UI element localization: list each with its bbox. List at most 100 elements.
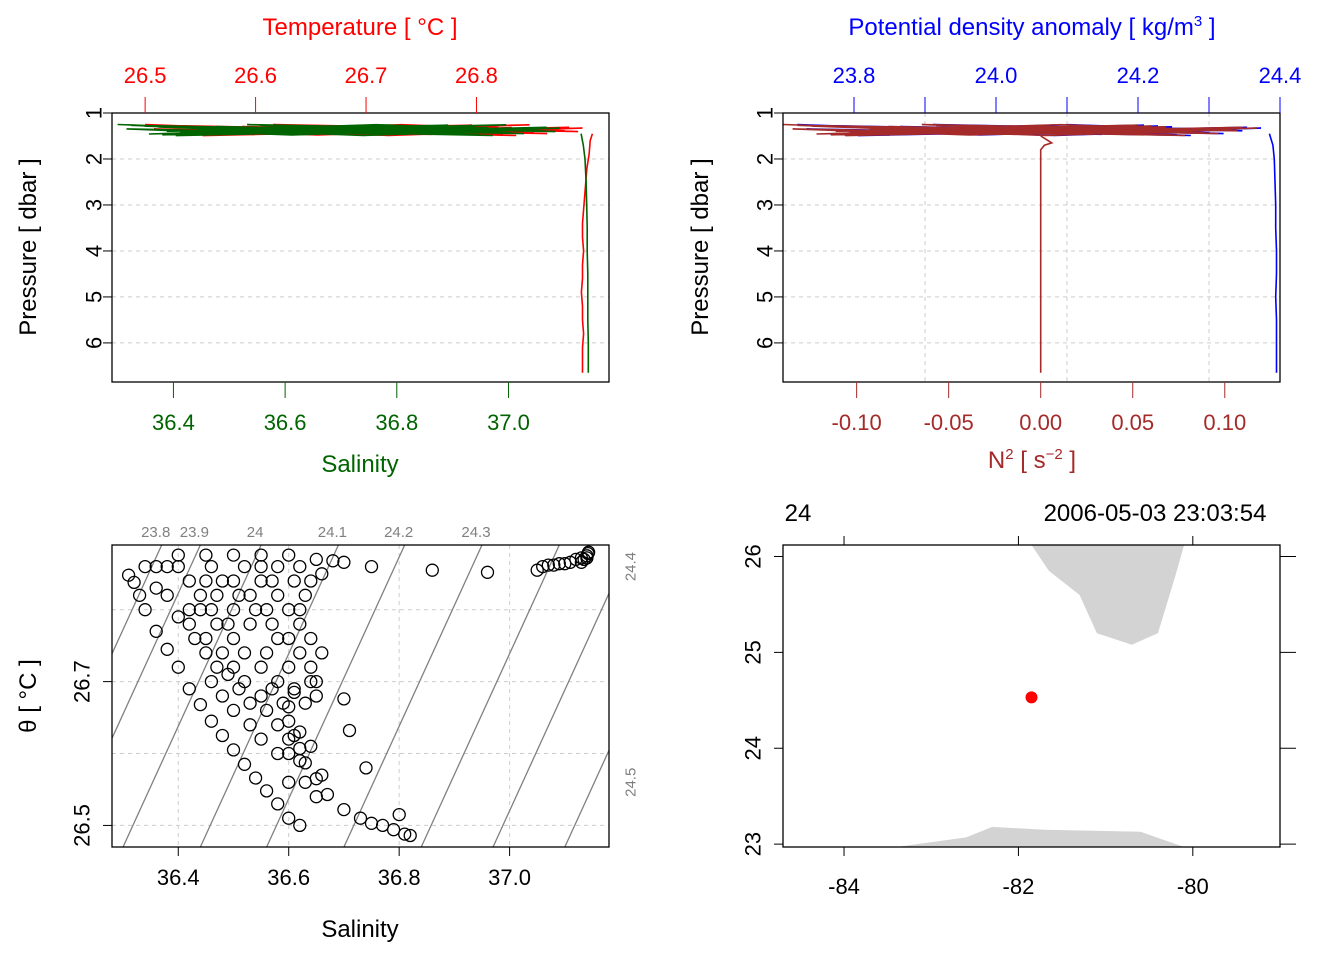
panel-temperature-salinity: 26.5 26.6 26.7 26.8 36.4 36.6 36.8 37.0 1 2 3 4 5 6… — [15, 14, 610, 478]
data-point — [282, 603, 296, 617]
data-point — [315, 646, 329, 660]
data-point — [210, 617, 224, 631]
tick-label: 26.5 — [124, 63, 167, 88]
data-point — [480, 565, 495, 579]
data-point — [149, 559, 163, 574]
data-point — [199, 646, 213, 660]
data-point — [580, 551, 594, 565]
profile-line — [580, 133, 590, 373]
tick-label: 24.2 — [1117, 63, 1160, 88]
tick-label: 23.8 — [833, 63, 876, 88]
tick-label: 0.00 — [1019, 410, 1062, 435]
data-point — [259, 703, 274, 718]
data-point — [171, 610, 185, 624]
data-point — [265, 682, 279, 696]
data-point — [182, 682, 196, 696]
top-ticks: 26.5 26.6 26.7 26.8 — [124, 63, 498, 113]
isopycnal-line — [420, 545, 560, 847]
data-point — [304, 739, 318, 753]
data-point — [182, 617, 196, 631]
tick-label: -80 — [1177, 874, 1209, 899]
data-point — [138, 603, 152, 617]
data-point — [248, 603, 263, 617]
data-point — [293, 646, 307, 660]
grid — [112, 112, 609, 344]
data-point — [160, 588, 174, 602]
data-point — [309, 790, 323, 804]
panel-ts-diagram: 23.8 23.9 24 24.1 24.2 24.324.424.5 36.4 36.6 3… — [15, 524, 640, 943]
data-point — [271, 746, 285, 761]
surface-trace — [782, 123, 1257, 137]
panel-station-map: -84 -82 -80 23 24 25 26 24 2006-05-03 23:03:54 — [741, 500, 1296, 899]
data-point — [276, 696, 290, 710]
data-point — [359, 761, 373, 775]
tick-label: 3 — [82, 199, 107, 211]
isopycnal-line — [112, 545, 163, 656]
data-point — [364, 816, 379, 830]
isopycnal-label: 23.8 — [141, 524, 170, 541]
data-point — [287, 685, 301, 700]
tick-label: 0.10 — [1203, 410, 1246, 435]
data-point — [392, 807, 406, 822]
tick-label: 26.7 — [345, 63, 388, 88]
data-point — [215, 728, 230, 743]
left-ticks: 26.5 26.7 — [70, 660, 112, 847]
tick-label: 37.0 — [487, 410, 530, 435]
data-point — [315, 768, 329, 782]
isopycnal-line — [122, 545, 262, 847]
tick-label: 1 — [82, 107, 107, 119]
data-point — [149, 624, 163, 638]
data-point — [210, 588, 224, 602]
data-point — [536, 559, 550, 574]
x-axis-label: Salinity — [321, 916, 398, 943]
data-point — [193, 588, 208, 602]
data-point — [403, 828, 417, 843]
profile-line — [580, 133, 594, 373]
tick-label: 24.4 — [1259, 63, 1302, 88]
data-point — [259, 784, 274, 798]
data-point — [298, 775, 312, 789]
data-point — [204, 674, 219, 689]
isopycnal-label: 23.9 — [180, 524, 209, 541]
data-point — [271, 718, 285, 732]
isopycnal-line — [343, 545, 483, 847]
grid — [783, 112, 1280, 382]
plot-lines — [782, 123, 1278, 373]
data-point — [581, 545, 596, 559]
bottom-axis-label: Salinity — [321, 451, 398, 478]
data-point — [199, 548, 213, 562]
data-point — [287, 682, 301, 696]
data-point — [121, 568, 136, 582]
bottom-ticks: -0.10 -0.05 0.00 0.05 0.10 — [832, 382, 1246, 435]
isopycnal-line — [112, 545, 201, 740]
data-point — [204, 559, 219, 574]
data-point — [271, 631, 285, 646]
data-point — [226, 631, 241, 646]
data-point — [226, 574, 241, 588]
tick-label: 4 — [82, 245, 107, 257]
isopycnals — [112, 545, 609, 847]
bottom-axis-label: N2 [ s−2 ] — [988, 446, 1076, 474]
data-point — [221, 617, 235, 631]
isopycnal-line — [199, 545, 340, 847]
data-point — [271, 588, 285, 602]
data-point — [259, 603, 274, 617]
tick-label: -0.10 — [832, 410, 882, 435]
data-point — [304, 574, 318, 588]
profile-line — [1039, 135, 1054, 373]
data-point — [293, 725, 307, 739]
data-point — [199, 631, 213, 646]
tick-label: 26 — [741, 544, 766, 568]
map-ticks: -84 -82 -80 23 24 25 26 — [741, 536, 1296, 899]
data-point — [282, 732, 296, 746]
data-point — [160, 559, 174, 574]
plot-frame — [111, 544, 610, 848]
data-point — [541, 558, 555, 572]
left-ticks: 1 2 3 4 5 6 — [753, 107, 783, 349]
tick-label: 26.8 — [455, 63, 498, 88]
bottom-ticks: 36.4 36.6 36.8 37.0 — [157, 847, 531, 890]
land-florida — [1031, 545, 1185, 645]
data-point — [243, 718, 257, 732]
data-point — [298, 588, 312, 602]
data-point — [237, 559, 252, 574]
